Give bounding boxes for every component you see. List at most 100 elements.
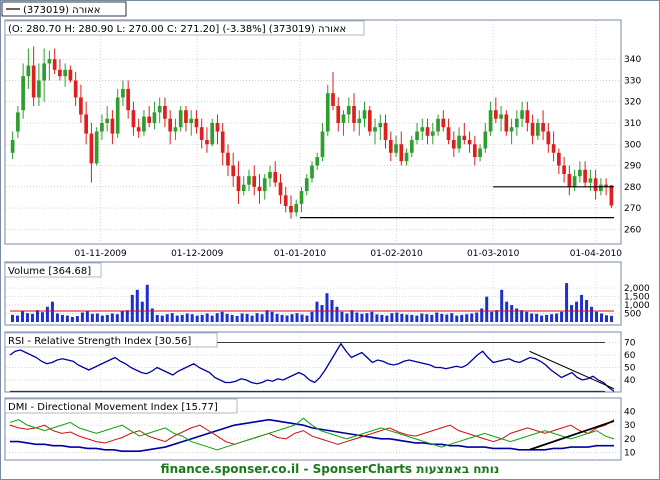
- volume-bar: [375, 314, 379, 322]
- price-series: [10, 46, 614, 219]
- date-tick-label: 01-12-2009: [171, 249, 224, 259]
- candle-body: [399, 144, 404, 162]
- candle-body: [567, 174, 572, 187]
- volume-bar: [495, 310, 499, 322]
- price-tick-label: 280: [624, 183, 641, 193]
- candle-body: [184, 110, 188, 123]
- candle-body: [357, 118, 362, 123]
- candle-body: [289, 205, 293, 213]
- volume-bar: [335, 306, 339, 322]
- volume-bar: [545, 314, 549, 322]
- rsi-tick-label: 60: [624, 351, 636, 361]
- volume-bar: [170, 313, 174, 322]
- date-tick-label: 01-11-2009: [74, 249, 127, 259]
- rsi-line: [9, 342, 615, 392]
- rsi-label-box: [4, 332, 218, 348]
- volume-bar: [145, 284, 149, 322]
- volume-bar: [515, 308, 519, 322]
- volume-bar: [175, 315, 179, 322]
- candle-body: [520, 110, 524, 119]
- candle-body: [178, 110, 183, 128]
- candle-body: [346, 105, 351, 115]
- volume-bar: [410, 314, 414, 322]
- volume-bar: [325, 293, 329, 322]
- volume-bar: [280, 314, 284, 322]
- candle-body: [294, 203, 299, 213]
- volume-label: Volume [364.68]: [8, 266, 91, 277]
- volume-bar: [95, 313, 99, 322]
- volume-bar: [570, 305, 574, 322]
- volume-bar: [130, 294, 134, 322]
- candle-body: [152, 112, 157, 123]
- candle-body: [557, 152, 561, 166]
- candle-body: [252, 176, 257, 187]
- volume-bar: [310, 311, 314, 322]
- dmi-tick-label: 30: [624, 421, 636, 431]
- volume-bar: [600, 313, 604, 322]
- dmi-line: [9, 417, 615, 451]
- volume-bar: [65, 315, 69, 322]
- candle-body: [79, 97, 83, 115]
- candle-body: [415, 131, 419, 140]
- volume-panel: [4, 261, 622, 326]
- volume-bar: [555, 313, 559, 322]
- volume-bar: [560, 311, 564, 322]
- candle-body: [352, 105, 356, 123]
- volume-bar: [465, 314, 469, 322]
- candle-body: [373, 127, 377, 132]
- volume-bar: [235, 315, 239, 322]
- volume-bar: [385, 315, 389, 322]
- volume-bar: [135, 289, 139, 322]
- candle-body: [504, 114, 509, 132]
- volume-bar: [205, 313, 209, 322]
- candle-body: [194, 118, 199, 128]
- volume-bar: [575, 301, 579, 322]
- volume-tick-label: 2,000: [624, 284, 650, 294]
- volume-bar: [75, 316, 79, 322]
- candle-body: [367, 110, 372, 132]
- candle-body: [68, 69, 73, 81]
- volume-bar: [20, 311, 24, 322]
- candle-body: [110, 118, 115, 134]
- volume-bar: [400, 313, 404, 322]
- ohlc-label-box: [4, 20, 365, 36]
- volume-bar: [105, 314, 109, 322]
- candle-body: [147, 116, 152, 123]
- dmi-tick-label: 20: [624, 435, 636, 445]
- volume-bar: [140, 301, 144, 322]
- candle-body: [163, 105, 167, 119]
- candle-body: [394, 144, 398, 153]
- candle-body: [89, 133, 94, 164]
- price-tick-label: 270: [624, 204, 641, 214]
- volume-bar: [505, 301, 509, 322]
- candle-body: [210, 122, 215, 145]
- candle-body: [509, 127, 514, 132]
- volume-bar: [225, 313, 229, 322]
- volume-bar: [470, 313, 474, 322]
- volume-bar: [260, 314, 264, 322]
- volume-bar: [35, 310, 39, 322]
- volume-bar: [55, 313, 59, 322]
- candle-body: [588, 178, 593, 183]
- date-tick-label: 01-03-2010: [467, 249, 520, 259]
- candle-body: [499, 114, 503, 119]
- candle-body: [299, 191, 304, 204]
- volume-bar: [345, 313, 349, 322]
- volume-bar: [530, 313, 534, 322]
- volume-bar: [610, 315, 614, 322]
- volume-bar: [125, 310, 129, 322]
- candle-body: [593, 178, 598, 192]
- candle-body: [189, 118, 194, 123]
- candle-body: [262, 178, 267, 192]
- volume-bar: [485, 296, 489, 322]
- volume-bar: [520, 310, 524, 322]
- volume-bar: [150, 308, 154, 322]
- volume-bar: [430, 314, 434, 322]
- price-tick-label: 290: [624, 162, 641, 172]
- candle-body: [142, 116, 146, 132]
- volume-bar: [290, 314, 294, 322]
- candle-body: [226, 152, 230, 166]
- volume-bar: [540, 315, 544, 322]
- date-tick-label: 01-04-2010: [570, 249, 623, 259]
- volume-bar: [210, 315, 214, 322]
